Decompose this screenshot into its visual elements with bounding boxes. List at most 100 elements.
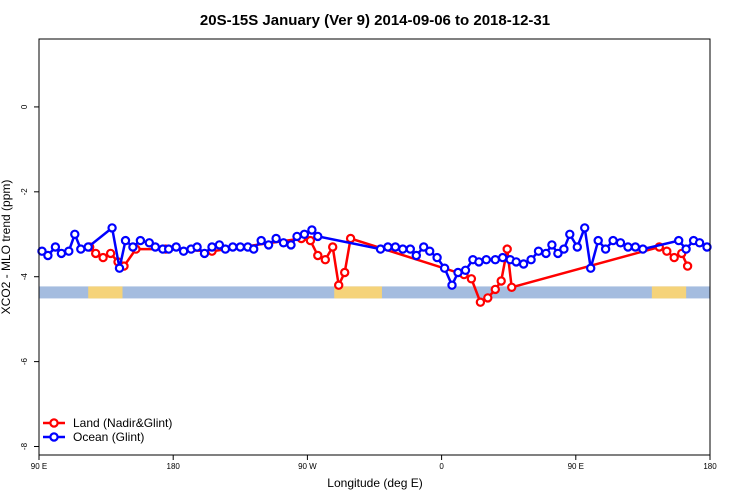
ocean-point [439,263,450,273]
ocean-point [498,252,508,263]
land-band-segment [88,286,123,299]
ocean-point [76,244,86,254]
legend: Land (Nadir&Glint)Ocean (Glint) [43,416,172,444]
ocean-point [56,248,67,259]
ocean-point [171,242,181,252]
land-point [669,252,679,263]
land-point [98,252,108,263]
ocean-point [702,242,712,252]
ocean-point [694,238,705,248]
ocean-point [178,246,189,256]
ocean-point [256,235,266,246]
ocean-point [615,238,626,248]
ocean-point [114,263,125,273]
ocean-point [192,242,202,252]
ocean-point [559,244,569,254]
ocean-point [638,244,648,254]
ocean-point [163,244,174,254]
ocean-point [481,255,491,265]
y-tick-label: -8 [20,442,29,450]
y-tick-label: 0 [20,104,29,109]
ocean-point [383,242,393,252]
ocean-point [135,235,146,246]
ocean-point [207,242,217,252]
x-tick-label: 180 [167,462,181,471]
land-point [662,246,672,256]
ocean-point [425,246,435,256]
ocean-point [214,240,225,250]
legend-land-marker [49,418,59,428]
land-point [502,244,512,254]
y-tick-label: -4 [20,273,29,281]
land-point [305,235,316,246]
land-point [496,276,506,286]
ocean-point [375,244,386,254]
ocean-point [586,263,596,273]
land-point [507,282,517,292]
ocean-point [313,231,323,242]
ocean-point [220,244,231,254]
ocean-point [307,225,317,235]
ocean-point [518,259,529,269]
ocean-point [107,223,117,233]
plot-frame [38,38,711,456]
ocean-point [608,235,618,246]
ocean-point [144,238,154,248]
series-layer [37,223,712,307]
ocean-point [474,257,484,267]
y-tick-label: -6 [20,358,29,366]
ocean-point [547,240,557,250]
x-tick-label: 90 E [31,462,47,471]
ocean-point [37,246,47,256]
y-tick-label: -2 [20,188,29,196]
ocean-point [580,223,590,233]
ocean-point [199,248,210,259]
ocean-point [593,235,603,246]
land-point [105,248,116,259]
ocean-point [271,233,281,244]
chart-title: 20S-15S January (Ver 9) 2014-09-06 to 20… [200,12,550,29]
y-axis-label: XCO2 - MLO trend (ppm) [0,180,13,315]
x-axis: 90 E 180 90 W 0 90 E 180 [31,455,717,471]
x-tick-label: 0 [439,462,444,471]
ocean-point [623,242,633,252]
land-point [475,297,486,307]
ocean-point [447,280,457,290]
ocean-point [64,246,74,256]
legend-ocean-label: Ocean (Glint) [73,430,144,444]
land-point [483,293,493,303]
x-axis-label: Longitude (deg E) [327,476,422,490]
legend-ocean-marker [49,432,59,442]
ocean-point [235,242,245,252]
ocean-point [278,238,289,248]
x-tick-label: 90 W [298,462,317,471]
ocean-point [511,257,521,267]
ocean-point [83,242,93,252]
ocean-point [419,242,429,252]
legend-land-label: Land (Nadir&Glint) [73,416,172,430]
ocean-point [120,235,131,246]
surface-type-band [39,286,710,299]
ocean-point [299,229,310,239]
ocean-point [572,242,583,252]
ocean-point [128,242,138,252]
land-point [466,274,477,284]
ocean-point [411,250,421,261]
ocean-point [630,242,641,252]
ocean-point [533,246,544,256]
ocean-point [600,244,611,254]
ocean-point [70,229,80,239]
ocean-point [263,240,274,250]
ocean-point [43,250,53,261]
ocean-point [674,235,684,246]
ocean-point [453,267,463,278]
land-point [345,233,356,244]
ocean-point [553,248,563,259]
ocean-point [490,255,500,265]
land-point [334,280,344,290]
ocean-point [50,242,61,252]
land-band-segment [651,286,687,299]
ocean-point [286,240,296,250]
ocean-point [460,265,471,275]
